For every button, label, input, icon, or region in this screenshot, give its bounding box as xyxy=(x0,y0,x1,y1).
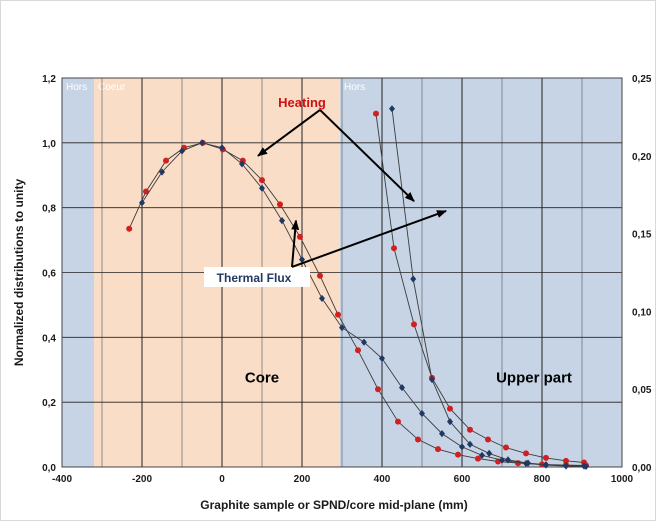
data-point xyxy=(447,405,453,412)
data-point xyxy=(297,233,303,240)
data-point xyxy=(447,418,453,426)
data-point xyxy=(503,444,509,451)
series-line xyxy=(375,113,585,463)
data-point xyxy=(389,105,395,113)
data-point xyxy=(277,201,283,208)
data-point xyxy=(523,450,529,457)
data-point xyxy=(179,147,185,155)
x-tick-label: 800 xyxy=(534,474,551,485)
data-point xyxy=(163,157,169,164)
data-point xyxy=(563,462,569,470)
x-tick-label: 600 xyxy=(454,474,471,485)
y-tick-label: 0,0 xyxy=(42,463,56,474)
y-tick-label: 1,2 xyxy=(42,74,56,85)
x-tick-label: 1000 xyxy=(611,474,634,485)
data-point xyxy=(375,386,381,393)
zone-label: Hors xyxy=(344,82,365,93)
x-tick-label: 400 xyxy=(374,474,391,485)
annotation-arrow xyxy=(291,219,300,268)
y-tick-label: 0,4 xyxy=(42,333,56,344)
zone-label: Hors xyxy=(66,82,87,93)
data-point xyxy=(139,199,145,207)
data-point xyxy=(419,409,425,418)
annotation-label: Heating xyxy=(278,95,326,110)
data-point xyxy=(319,294,325,303)
y2-tick-label: 0,20 xyxy=(632,152,652,163)
data-point xyxy=(391,245,397,252)
data-point xyxy=(299,255,305,264)
data-point xyxy=(279,217,285,225)
y2-tick-label: 0,00 xyxy=(632,463,652,474)
data-point xyxy=(199,139,205,147)
plot-border xyxy=(61,77,623,468)
data-point xyxy=(143,188,149,195)
annotation-box xyxy=(204,266,310,287)
data-point xyxy=(410,275,417,283)
y-axis-title: Normalized distributions to unity xyxy=(12,179,26,367)
region-label: Core xyxy=(245,370,279,387)
y-tick-label: 0,8 xyxy=(42,204,56,215)
data-point xyxy=(435,446,441,453)
y2-tick-label: 0,05 xyxy=(632,385,652,396)
data-point xyxy=(339,324,345,332)
data-point xyxy=(429,375,435,384)
zone-label: Coeur xyxy=(98,82,126,93)
data-point xyxy=(467,426,473,433)
data-point xyxy=(475,455,481,462)
x-tick-label: -400 xyxy=(52,474,72,485)
data-point xyxy=(415,436,421,443)
data-point xyxy=(395,418,401,425)
data-point xyxy=(439,430,445,438)
x-axis-title: Graphite sample or SPND/core mid-plane (… xyxy=(200,498,467,512)
data-point xyxy=(467,440,473,448)
data-point xyxy=(239,160,245,168)
annotation-arrow xyxy=(257,109,321,157)
data-point xyxy=(126,225,133,232)
data-point xyxy=(379,354,385,363)
y-tick-label: 0,6 xyxy=(42,269,56,280)
data-point xyxy=(355,347,361,354)
x-tick-label: 200 xyxy=(294,474,311,485)
y-tick-label: 0,2 xyxy=(42,398,56,409)
y2-tick-label: 0,10 xyxy=(632,307,652,318)
data-point xyxy=(399,383,405,392)
data-point xyxy=(459,443,465,451)
data-point xyxy=(219,144,225,152)
data-point xyxy=(361,338,367,346)
data-point xyxy=(543,461,549,469)
data-point xyxy=(411,321,417,328)
data-point xyxy=(455,451,461,458)
data-point xyxy=(335,311,341,318)
annotation-arrow xyxy=(319,109,415,202)
data-point xyxy=(479,451,485,459)
data-point xyxy=(486,449,493,457)
data-point xyxy=(373,110,379,117)
data-point xyxy=(259,177,265,184)
y-tick-label: 1,0 xyxy=(42,139,56,150)
data-point xyxy=(505,456,511,464)
annotation-arrow xyxy=(291,209,447,268)
data-point xyxy=(159,168,165,176)
data-point xyxy=(259,184,265,192)
annotation-label: Thermal Flux xyxy=(217,271,292,285)
data-point xyxy=(525,459,531,467)
data-point xyxy=(581,462,587,470)
x-tick-label: 0 xyxy=(219,474,225,485)
data-point xyxy=(485,436,491,443)
data-point xyxy=(563,457,569,464)
data-point xyxy=(543,454,549,461)
region-label: Upper part xyxy=(496,370,572,387)
data-point xyxy=(317,272,323,279)
y2-tick-label: 0,25 xyxy=(632,74,652,85)
x-tick-label: -200 xyxy=(132,474,152,485)
y2-tick-label: 0,15 xyxy=(632,230,652,241)
